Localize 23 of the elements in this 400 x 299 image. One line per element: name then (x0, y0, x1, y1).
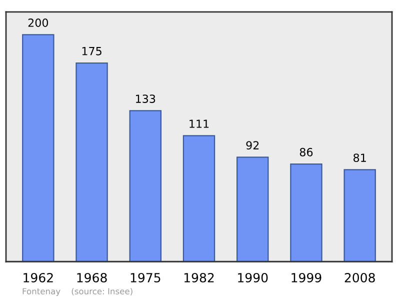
bar (76, 62, 108, 262)
bar (290, 163, 322, 262)
x-tick-label: 2008 (344, 272, 375, 282)
bar (129, 110, 162, 262)
data-label: 81 (354, 154, 366, 162)
x-tick-label: 1982 (184, 272, 214, 282)
bar (344, 169, 376, 262)
data-label: 133 (136, 94, 156, 103)
data-label: 111 (190, 120, 209, 128)
x-tick-label: 1968 (77, 272, 107, 282)
x-tick-label: 1999 (292, 272, 322, 282)
data-label: 175 (82, 47, 102, 56)
text: (source: Insee) (72, 288, 132, 296)
data-label: 86 (300, 148, 313, 156)
bar (182, 135, 216, 262)
data-label: 200 (28, 18, 48, 27)
bar (236, 156, 269, 262)
bar (22, 34, 54, 262)
text: Fontenay (22, 288, 60, 296)
x-tick-label: 1962 (24, 272, 53, 282)
x-tick-label: 1990 (238, 272, 268, 282)
x-tick-label: 1975 (130, 272, 160, 282)
data-label: 92 (246, 141, 259, 150)
